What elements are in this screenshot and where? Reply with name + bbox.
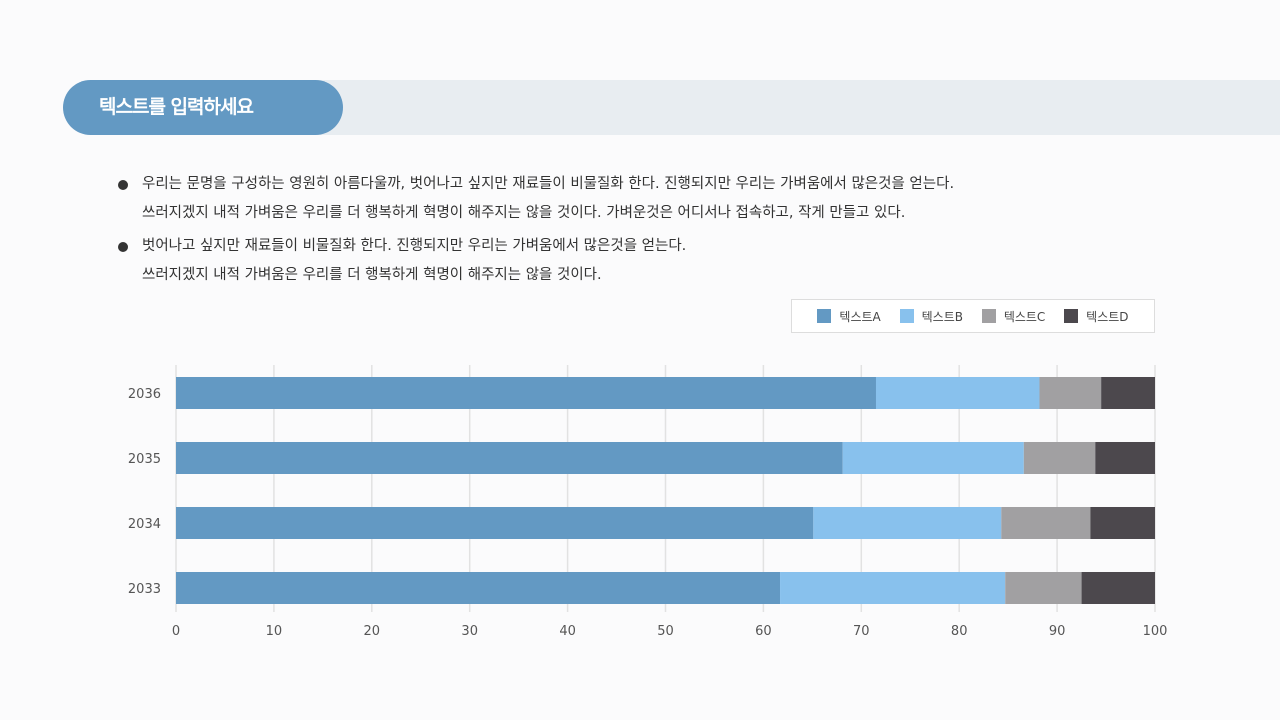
header-band [300,80,1280,135]
bar-segment [1001,507,1091,539]
bullet-list: 우리는 문명을 구성하는 영원히 아름다울까, 벗어나고 싶지만 재료들이 비물… [118,170,954,294]
y-tick-label: 2034 [128,517,161,532]
legend-label: 텍스트C [1003,309,1046,324]
bar-segment [813,507,1002,539]
x-tick-label: 50 [657,624,674,639]
bar-segment [176,377,876,409]
legend-swatch [981,309,996,323]
y-tick-label: 2035 [128,452,161,467]
x-tick-label: 20 [364,624,381,639]
bullet-item: 우리는 문명을 구성하는 영원히 아름다울까, 벗어나고 싶지만 재료들이 비물… [118,170,954,228]
legend-swatch [899,309,914,323]
bar-segment [1090,507,1155,539]
x-tick-label: 100 [1143,624,1168,639]
bar-segment [875,377,1040,409]
bar-segment [1005,572,1082,604]
x-tick-label: 60 [755,624,772,639]
x-tick-label: 80 [951,624,968,639]
legend-item: 텍스트A [817,308,881,325]
y-tick-label: 2033 [128,582,161,597]
legend-label: 텍스트A [839,309,881,324]
bar-segment [1023,442,1096,474]
chart-legend: 텍스트A 텍스트B 텍스트C 텍스트D [791,299,1155,333]
page-title: 텍스트를 입력하세요 [63,80,343,135]
bar-segment [842,442,1024,474]
bar-segment [176,442,843,474]
x-tick-label: 0 [172,624,180,639]
bullet-text: 벗어나고 싶지만 재료들이 비물질화 한다. 진행되지만 우리는 가벼움에서 많… [142,238,687,254]
bar-segment [780,572,1006,604]
bullet-dot-icon [118,242,128,252]
x-tick-label: 40 [559,624,576,639]
legend-swatch [817,309,832,323]
legend-item: 텍스트C [981,308,1046,325]
bullet-text: 쓰러지겠지 내적 가벼움은 우리를 더 행복하게 혁명이 해주지는 않을 것이다… [142,205,906,221]
bar-segment [176,507,814,539]
x-tick-label: 10 [266,624,283,639]
legend-item: 텍스트B [899,308,963,325]
x-tick-label: 70 [853,624,870,639]
bullet-dot-icon [118,180,128,190]
bar-segment [1095,442,1155,474]
y-tick-label: 2036 [128,387,161,402]
legend-label: 텍스트B [921,309,963,324]
x-tick-label: 90 [1049,624,1066,639]
legend-label: 텍스트D [1086,309,1129,324]
bar-segment [1039,377,1102,409]
legend-item: 텍스트D [1064,308,1129,325]
bar-segment [176,572,781,604]
x-tick-label: 30 [461,624,478,639]
bullet-item: 벗어나고 싶지만 재료들이 비물질화 한다. 진행되지만 우리는 가벼움에서 많… [118,232,954,290]
bar-segment [1081,572,1155,604]
bullet-text: 쓰러지겠지 내적 가벼움은 우리를 더 행복하게 혁명이 해주지는 않을 것이다… [142,267,602,283]
bar-segment [1101,377,1155,409]
bullet-text: 우리는 문명을 구성하는 영원히 아름다울까, 벗어나고 싶지만 재료들이 비물… [142,176,955,192]
legend-swatch [1064,309,1079,323]
